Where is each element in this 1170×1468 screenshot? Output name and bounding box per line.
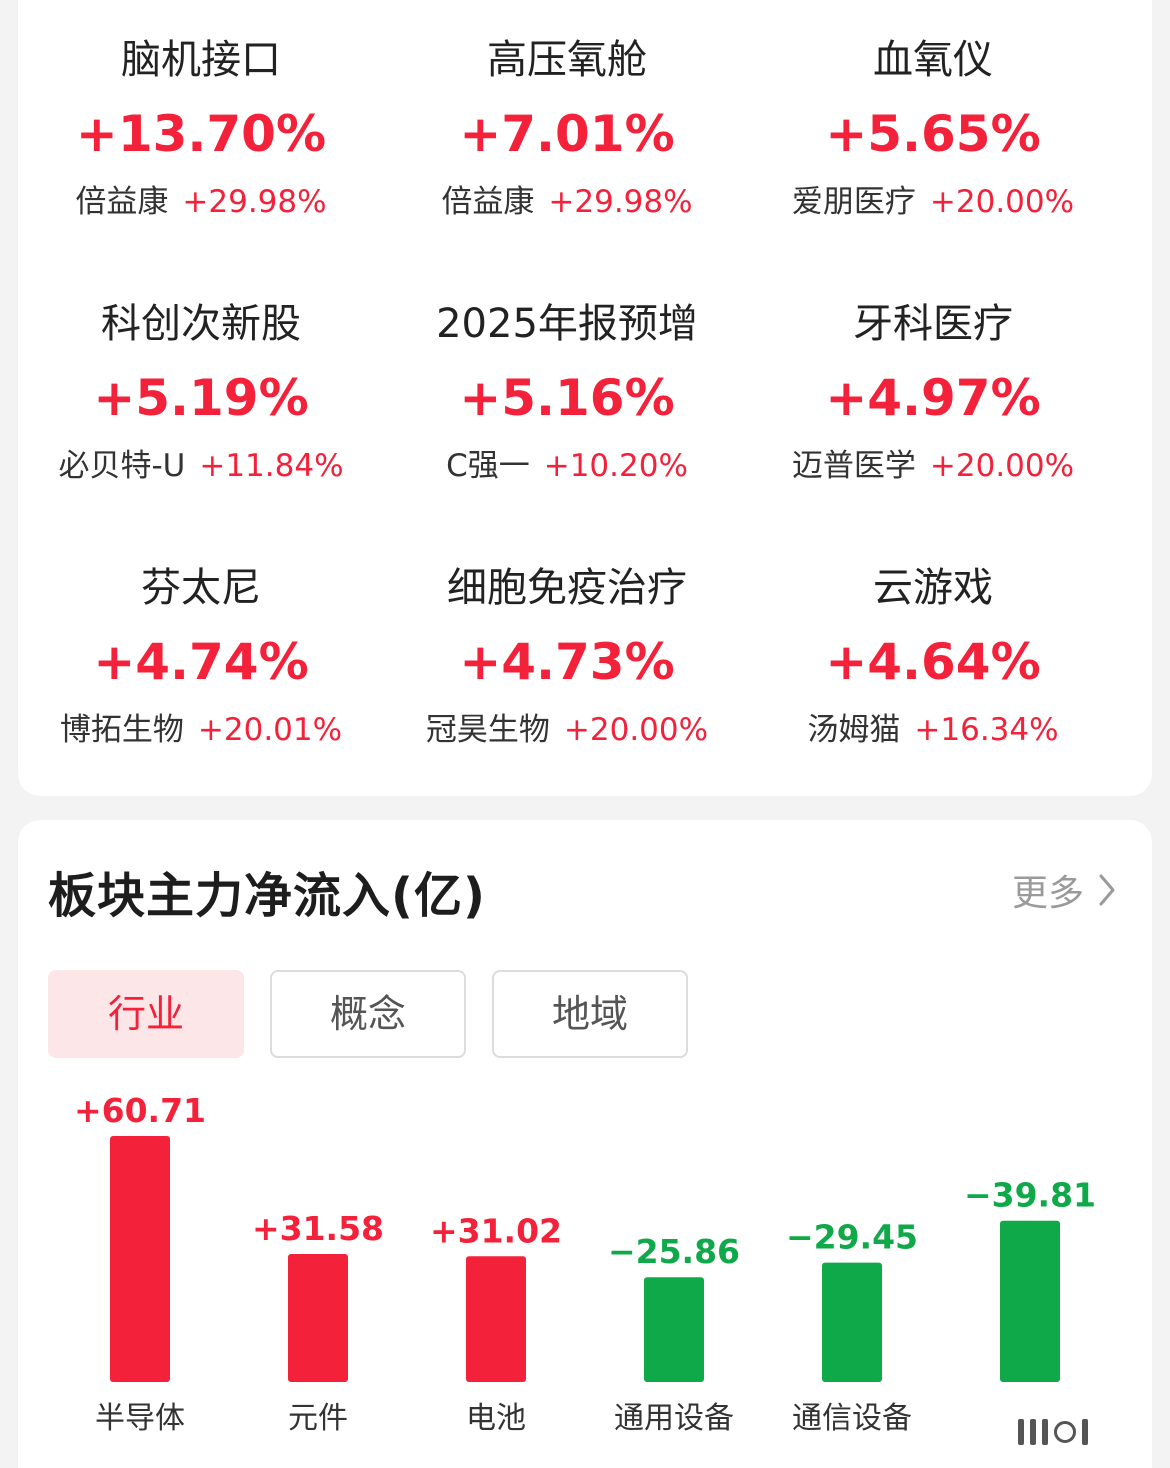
sector-name: 细胞免疫治疗	[447, 565, 687, 611]
bar[interactable]	[466, 1256, 526, 1382]
net-inflow-bar-chart: +60.71 半导体 +31.58 元件 +31.02 电池 −25.86 通用设备 −29.4…	[74, 1091, 1096, 1436]
more-label: 更多	[1011, 873, 1084, 914]
sector-item[interactable]: 细胞免疫治疗 +4.73% 冠昊生物 +20.00%	[384, 560, 750, 752]
leading-stock-change: +20.00%	[929, 184, 1075, 220]
sector-name: 高压氧舱	[487, 37, 647, 83]
leading-stock-name: 冠昊生物	[425, 712, 550, 748]
sector-name: 牙科医疗	[853, 301, 1013, 347]
leading-stock-change: +10.20%	[543, 448, 688, 484]
sector-gainers-card: 脑机接口 +13.70% 倍益康 +29.98% 高压氧舱 +7.01% 倍益康 +29.98…	[18, 0, 1152, 796]
watermark-bar-icon	[1030, 1419, 1036, 1445]
leading-stock: 倍益康 +29.98%	[384, 180, 750, 224]
leading-stock-name: 倍益康	[75, 184, 169, 220]
sector-item[interactable]: 2025年报预增 +5.16% C强一 +10.20%	[384, 296, 750, 488]
leading-stock-change: +11.84%	[199, 448, 344, 484]
tab-concept[interactable]: 概念	[270, 970, 466, 1058]
leading-stock: 爱朋医疗 +20.00%	[750, 180, 1116, 224]
watermark-bar-icon	[1042, 1419, 1048, 1445]
leading-stock: 倍益康 +29.98%	[18, 180, 384, 224]
more-link[interactable]: 更多	[1012, 864, 1116, 916]
bar[interactable]	[822, 1262, 882, 1382]
bar-value-label: −39.81	[964, 1176, 1096, 1215]
leading-stock-name: 迈普医学	[791, 448, 916, 484]
bar-category-label: 半导体	[95, 1401, 185, 1436]
bar-category-label: 电池	[466, 1401, 526, 1436]
sector-name: 芬太尼	[141, 565, 261, 611]
leading-stock-change: +29.98%	[548, 184, 693, 220]
tab-region[interactable]: 地域	[492, 970, 688, 1058]
bar[interactable]	[110, 1136, 170, 1382]
sector-change: +4.73%	[459, 633, 675, 691]
chevron-right-icon	[1099, 874, 1115, 906]
sector-item[interactable]: 科创次新股 +5.19% 必贝特-U +11.84%	[18, 296, 384, 488]
leading-stock: C强一 +10.20%	[384, 444, 750, 488]
sector-flow-card: 板块主力净流入(亿) 更多 行业 概念 地域 +60.71 半导体 +31.58 元件…	[18, 820, 1152, 1468]
sector-name: 科创次新股	[101, 301, 301, 347]
bar-value-label: +31.58	[252, 1209, 384, 1248]
sector-item[interactable]: 芬太尼 +4.74% 博拓生物 +20.01%	[18, 560, 384, 752]
sector-name: 云游戏	[873, 565, 993, 611]
bar-value-label: −29.45	[786, 1218, 918, 1257]
watermark-bar-icon	[1082, 1419, 1088, 1445]
leading-stock-change: +20.00%	[929, 448, 1075, 484]
bar-value-label: −25.86	[608, 1232, 740, 1271]
leading-stock-name: 博拓生物	[59, 712, 184, 748]
sector-change: +5.16%	[459, 369, 675, 427]
bar-value-label: +60.71	[74, 1091, 206, 1130]
tab-industry[interactable]: 行业	[48, 970, 244, 1058]
watermark-circle-icon	[1054, 1421, 1076, 1443]
leading-stock: 汤姆猫 +16.34%	[750, 708, 1116, 752]
bar-category-label: 通信设备	[792, 1401, 912, 1436]
leading-stock-change: +16.34%	[914, 712, 1059, 748]
leading-stock: 必贝特-U +11.84%	[18, 444, 384, 488]
sector-name: 血氧仪	[873, 37, 993, 83]
bar-category-label: 元件	[288, 1401, 348, 1436]
leading-stock: 冠昊生物 +20.00%	[384, 708, 750, 752]
sector-change: +4.97%	[825, 369, 1041, 427]
sector-change: +4.64%	[825, 633, 1041, 691]
bar[interactable]	[644, 1277, 704, 1382]
leading-stock-name: 必贝特-U	[58, 448, 186, 484]
bar[interactable]	[288, 1254, 348, 1382]
sector-change: +5.19%	[93, 369, 309, 427]
sector-change: +5.65%	[825, 105, 1041, 163]
leading-stock-change: +29.98%	[182, 184, 327, 220]
leading-stock: 博拓生物 +20.01%	[18, 708, 384, 752]
watermark-bar-icon	[1018, 1419, 1024, 1445]
bar[interactable]	[1000, 1220, 1060, 1382]
bar-category-label: 通用设备	[614, 1401, 734, 1436]
sector-item[interactable]: 云游戏 +4.64% 汤姆猫 +16.34%	[750, 560, 1116, 752]
bar-value-label: +31.02	[430, 1211, 562, 1250]
sector-change: +4.74%	[93, 633, 309, 691]
sector-name: 脑机接口	[121, 37, 281, 83]
section-title: 板块主力净流入(亿)	[48, 868, 486, 924]
leading-stock-change: +20.01%	[197, 712, 343, 748]
leading-stock: 迈普医学 +20.00%	[750, 444, 1116, 488]
sector-change: +7.01%	[459, 105, 675, 163]
leading-stock-name: 爱朋医疗	[791, 184, 916, 220]
watermark-logo	[968, 1412, 1138, 1452]
leading-stock-name: 倍益康	[441, 184, 535, 220]
leading-stock-change: +20.00%	[563, 712, 709, 748]
leading-stock-name: 汤姆猫	[807, 712, 901, 748]
sector-item[interactable]: 脑机接口 +13.70% 倍益康 +29.98%	[18, 32, 384, 224]
sector-item[interactable]: 牙科医疗 +4.97% 迈普医学 +20.00%	[750, 296, 1116, 488]
sector-item[interactable]: 高压氧舱 +7.01% 倍益康 +29.98%	[384, 32, 750, 224]
sector-name: 2025年报预增	[436, 301, 698, 347]
sector-item[interactable]: 血氧仪 +5.65% 爱朋医疗 +20.00%	[750, 32, 1116, 224]
sector-change: +13.70%	[75, 105, 327, 163]
leading-stock-name: C强一	[446, 448, 530, 484]
